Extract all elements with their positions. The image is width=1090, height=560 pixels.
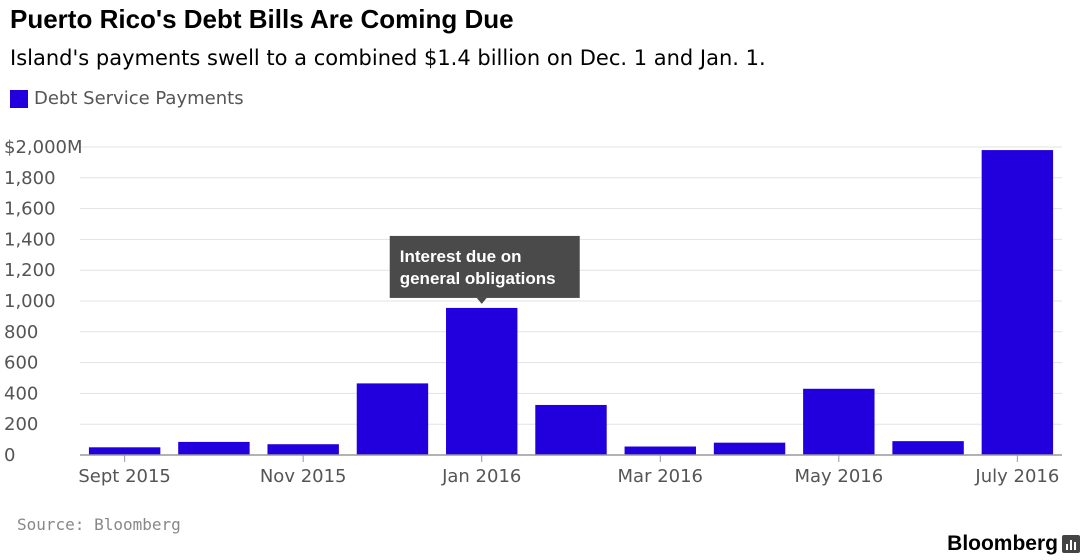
y-tick-label: $2,000M	[4, 137, 83, 158]
y-tick-label: 1,800	[4, 168, 56, 189]
y-tick-label: 200	[4, 414, 38, 435]
y-tick-label: 800	[4, 322, 38, 343]
bar	[267, 444, 339, 455]
x-tick-label: Sept 2015	[78, 466, 171, 487]
y-tick-label: 0	[4, 445, 15, 466]
x-tick-label: Jan 2016	[441, 466, 521, 487]
x-tick-label: May 2016	[794, 466, 883, 487]
x-tick-label: July 2016	[974, 466, 1059, 487]
annotation-box	[389, 235, 580, 298]
bar	[178, 441, 250, 455]
legend-swatch	[10, 89, 28, 108]
y-tick-label: 1,600	[4, 199, 56, 220]
legend-label: Debt Service Payments	[34, 88, 244, 109]
x-tick-label: Mar 2016	[618, 466, 704, 487]
bar	[88, 447, 161, 455]
y-tick-label: 400	[4, 383, 38, 404]
y-tick-label: 600	[4, 353, 38, 374]
y-tick-label: 1,200	[4, 260, 56, 281]
y-tick-label: 1,400	[4, 229, 56, 250]
brand-name: Bloomberg	[947, 532, 1058, 555]
bar-chart: 0 200 400 600 800 1,000 1,200 1,400 1,600 1,800 $2…	[4, 137, 1062, 487]
bar	[713, 442, 786, 455]
annotation-text: Interest due on	[400, 247, 522, 266]
chart-title: Puerto Rico's Debt Bills Are Coming Due	[10, 4, 514, 34]
chart-subtitle: Island's payments swell to a combined $1…	[10, 46, 766, 70]
annotation-pointer	[476, 297, 487, 304]
bar	[981, 150, 1054, 455]
source-note: Source: Bloomberg	[17, 515, 181, 534]
x-tick-label: Nov 2015	[260, 466, 347, 487]
bar	[624, 446, 696, 455]
bar	[803, 388, 875, 455]
legend: Debt Service Payments	[10, 88, 244, 109]
bar	[535, 404, 607, 455]
annotation-text: general obligations	[400, 269, 556, 288]
bar	[892, 441, 964, 455]
bar	[446, 307, 518, 455]
bars-icon	[1062, 535, 1080, 553]
brand-logo: Bloomberg	[947, 532, 1080, 556]
bar	[356, 383, 429, 455]
y-tick-label: 1,000	[4, 291, 56, 312]
